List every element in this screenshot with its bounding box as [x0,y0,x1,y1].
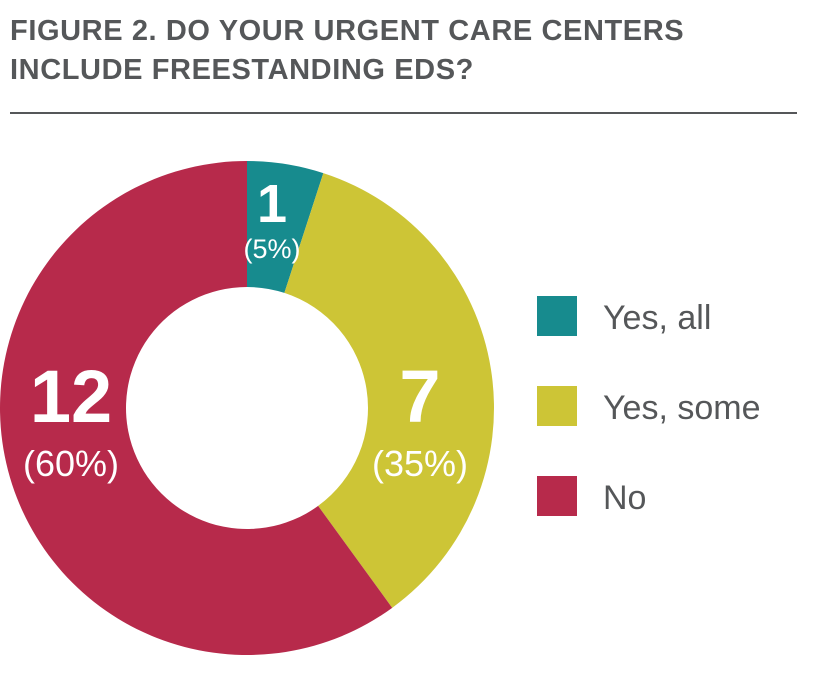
chart-title-line-2: INCLUDE FREESTANDING EDs? [10,54,474,86]
slice-labels: 1(5%) 7 (35%) 12 (60%) [23,174,468,484]
title-divider [10,112,797,114]
legend-label: Yes, some [603,389,761,427]
chart-title-line-1: FIGURE 2. DO YOUR URGENT CARE CENTERS [10,15,685,47]
chart-title: FIGURE 2. DO YOUR URGENT CARE CENTERS IN… [10,12,810,90]
legend: Yes, all Yes, some No [537,296,761,517]
slice-yes-some [284,173,495,608]
slice-value-label: 7 [399,355,440,438]
slice-percent-label: (60%) [23,443,119,484]
legend-swatch [537,386,577,426]
slice-percent-label: (35%) [372,443,468,484]
donut-slices [0,161,495,655]
legend-swatch [537,476,577,516]
slice-yes-all [247,161,324,293]
slice-percent-label: (5%) [243,234,300,264]
slice-value-label: 1 [257,174,287,234]
slice-value-label: 12 [30,355,112,438]
slice-no [0,161,393,655]
legend-label: No [603,479,646,517]
legend-label: Yes, all [603,299,711,337]
legend-swatch [537,296,577,336]
